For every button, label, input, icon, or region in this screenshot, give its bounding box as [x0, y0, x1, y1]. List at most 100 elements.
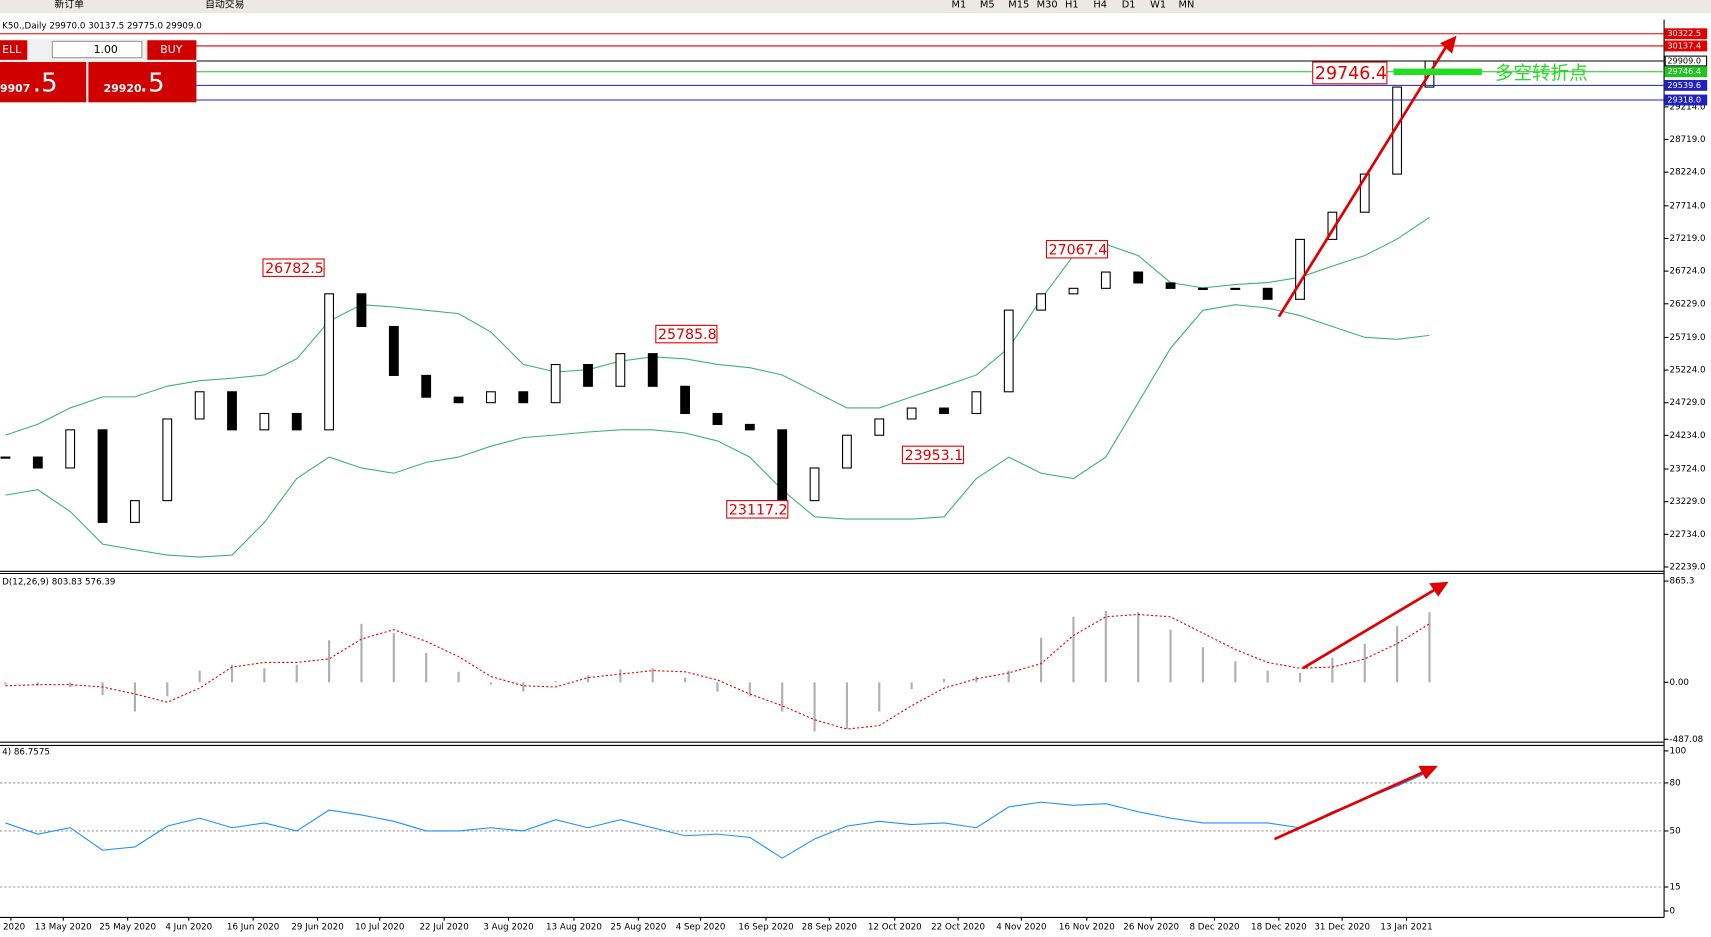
price-level-label: 29539.6	[1667, 80, 1701, 90]
price-level-label: 29746.4	[1667, 66, 1701, 76]
buy-button[interactable]	[147, 40, 197, 60]
sell-button[interactable]	[0, 40, 28, 60]
candle	[356, 293, 367, 328]
y-tick-label: 27219.0	[1670, 234, 1706, 244]
arrow	[1302, 586, 1439, 670]
candle	[1230, 287, 1241, 290]
candle	[162, 418, 173, 502]
timeframe[interactable]: MN	[1178, 0, 1194, 10]
x-tick-label: 3 Aug 2020	[483, 923, 533, 933]
timeframe[interactable]: W1	[1150, 0, 1166, 10]
candle	[874, 418, 885, 436]
x-tick-label: 22 Oct 2020	[931, 923, 985, 933]
candle	[777, 429, 788, 502]
rsi-line	[5, 771, 1430, 859]
candle	[194, 391, 205, 420]
candle	[842, 434, 852, 469]
macd-title: D(12,26,9) 803.83 576.39	[2, 578, 115, 588]
timeframe[interactable]: H1	[1065, 0, 1079, 10]
timeframe[interactable]: D1	[1122, 0, 1136, 10]
candle	[324, 293, 335, 431]
price-level-tag	[1664, 94, 1708, 106]
annotation: 23117.2	[729, 502, 788, 518]
x-tick-label: 10 Jul 2020	[355, 923, 404, 933]
timeframe[interactable]: M30	[1037, 0, 1058, 10]
buy-price-box[interactable]	[88, 62, 197, 103]
candle	[744, 423, 755, 431]
y-tick-label: 22734.0	[1670, 530, 1706, 540]
x-tick-label: 8 Dec 2020	[1189, 923, 1239, 933]
candle	[1198, 287, 1208, 290]
candle	[32, 456, 43, 469]
timeframe[interactable]: H4	[1093, 0, 1107, 10]
y-tick-label: 24729.0	[1670, 398, 1706, 408]
arrow-head	[1440, 35, 1457, 54]
annotation-box	[262, 258, 325, 277]
lots[interactable]: 1.00	[94, 43, 118, 56]
chart-area	[0, 13, 1711, 937]
y-tick-label: 28224.0	[1670, 168, 1706, 178]
y-tick-label: 0	[1670, 907, 1676, 917]
signal-line	[5, 613, 1430, 730]
candle	[680, 385, 691, 415]
candle	[259, 412, 270, 431]
annotation: 27067.4	[1049, 242, 1108, 258]
y-tick-label: 28719.0	[1670, 135, 1706, 145]
x-tick-label: 18 Dec 2020	[1251, 923, 1307, 933]
buy-label[interactable]: BUY	[160, 43, 182, 56]
candle	[1068, 287, 1079, 295]
price-level-label: 29909.0	[1667, 56, 1701, 66]
pivot-marker	[1393, 68, 1482, 76]
annotation: 29746.4	[1315, 64, 1387, 84]
x-tick-label: 13 Aug 2020	[546, 923, 602, 933]
candle	[1100, 271, 1111, 289]
price-level-label: 30322.5	[1667, 28, 1701, 38]
candle	[583, 363, 593, 387]
y-tick-label: 25224.0	[1670, 366, 1706, 376]
sell-price: 9907	[0, 82, 30, 95]
candle	[1036, 293, 1047, 311]
y-tick-label: 27714.0	[1670, 201, 1706, 211]
sell-price-box[interactable]	[0, 62, 87, 103]
candle	[227, 391, 237, 431]
bollinger-band	[5, 304, 1430, 558]
price-level-tag	[1664, 28, 1708, 40]
y-tick-label: 22239.0	[1670, 562, 1706, 572]
annotation: 25785.8	[658, 327, 717, 343]
arrow	[1277, 42, 1450, 318]
chart-title: K50.,Daily 29970.0 30137.5 29775.0 29909…	[2, 22, 202, 32]
x-tick-label: 13 Jan 2021	[1380, 923, 1432, 933]
timeframe[interactable]: M15	[1008, 0, 1029, 10]
sell-label[interactable]: ELL	[2, 43, 21, 56]
candle	[1165, 282, 1176, 289]
lots-input[interactable]	[51, 40, 143, 59]
timeframe[interactable]: M5	[980, 0, 995, 10]
candle	[1359, 173, 1370, 213]
timeframe[interactable]: M1	[952, 0, 967, 10]
x-tick-label: 31 Dec 2020	[1314, 923, 1370, 933]
x-tick-label: 26 Nov 2020	[1123, 923, 1179, 933]
annotation: 26782.5	[265, 261, 324, 277]
arrow-head	[1429, 581, 1449, 597]
buy-pips: .5	[140, 68, 165, 98]
pivot-note: 多空转折点	[1495, 64, 1588, 85]
toolbar-item[interactable]: 新订单	[55, 0, 85, 10]
y-tick-label: 26724.0	[1670, 267, 1706, 277]
y-tick-label: 26229.0	[1670, 299, 1706, 309]
candle	[97, 429, 108, 523]
rsi-title: 4) 86.7575	[2, 748, 50, 758]
price-level-tag	[1664, 40, 1708, 52]
toolbar-item[interactable]: 自动交易	[205, 0, 244, 10]
y-tick-label: 25719.0	[1670, 333, 1706, 343]
y-tick-label: 50	[1670, 826, 1681, 836]
buy-price: 29920	[104, 82, 142, 95]
candle	[1133, 271, 1144, 284]
annotation-box	[1045, 239, 1109, 259]
annotation-box	[726, 500, 789, 519]
x-tick-label: 13 May 2020	[35, 923, 92, 933]
x-tick-label: 12 Oct 2020	[868, 923, 922, 933]
price-level-tag	[1664, 79, 1708, 91]
y-tick-label: 29214.0	[1670, 102, 1706, 112]
candle	[647, 353, 658, 387]
